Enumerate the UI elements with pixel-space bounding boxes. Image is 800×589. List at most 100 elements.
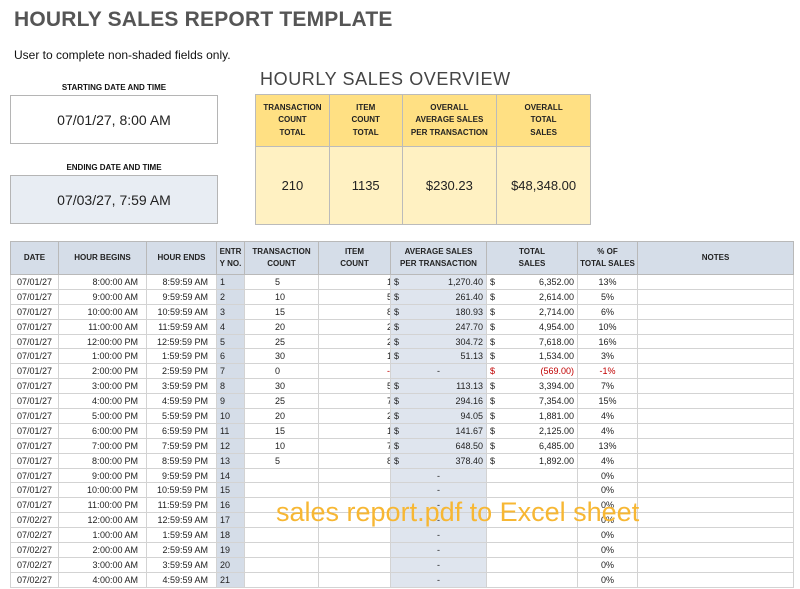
transaction-count-cell[interactable] (244, 542, 319, 558)
transaction-count-cell[interactable]: 25 (244, 393, 319, 410)
hour-begins-cell[interactable]: 3:00:00 AM (58, 556, 147, 573)
item-count-cell[interactable]: 88 (318, 452, 391, 469)
notes-cell[interactable] (637, 482, 794, 499)
hour-begins-cell[interactable]: 2:00:00 AM (58, 542, 147, 558)
item-count-cell[interactable]: 70 (318, 437, 391, 454)
hour-begins-cell[interactable]: 9:00:00 AM (58, 288, 147, 305)
notes-cell[interactable] (637, 333, 794, 350)
notes-cell[interactable] (637, 408, 794, 424)
transaction-count-cell[interactable] (244, 556, 319, 573)
item-count-cell[interactable] (318, 467, 391, 484)
notes-cell[interactable] (637, 527, 794, 544)
hour-ends-cell[interactable]: 4:59:59 AM (146, 571, 217, 588)
hour-begins-cell[interactable]: 1:00:00 AM (58, 527, 147, 544)
hour-begins-cell[interactable]: 11:00:00 AM (58, 318, 147, 335)
notes-cell[interactable] (637, 437, 794, 454)
hour-begins-cell[interactable]: 8:00:00 PM (58, 452, 147, 469)
transaction-count-cell[interactable]: 30 (244, 378, 319, 395)
date-cell[interactable]: 07/01/27 (10, 303, 59, 320)
notes-cell[interactable] (637, 556, 794, 573)
hour-ends-cell[interactable]: 10:59:59 AM (146, 303, 217, 320)
item-count-cell[interactable]: 200 (318, 318, 391, 335)
end-date-field[interactable]: 07/03/27, 7:59 AM (10, 175, 218, 224)
hour-begins-cell[interactable]: 1:00:00 PM (58, 348, 147, 365)
date-cell[interactable]: 07/01/27 (10, 408, 59, 424)
hour-begins-cell[interactable]: 4:00:00 AM (58, 571, 147, 588)
hour-begins-cell[interactable]: 8:00:00 AM (58, 274, 147, 290)
hour-begins-cell[interactable]: 10:00:00 AM (58, 303, 147, 320)
hour-begins-cell[interactable]: 10:00:00 PM (58, 482, 147, 499)
date-cell[interactable]: 07/01/27 (10, 482, 59, 499)
notes-cell[interactable] (637, 363, 794, 380)
item-count-cell[interactable]: 76 (318, 393, 391, 410)
date-cell[interactable]: 07/01/27 (10, 497, 59, 514)
hour-ends-cell[interactable]: 1:59:59 PM (146, 348, 217, 365)
date-cell[interactable]: 07/02/27 (10, 527, 59, 544)
transaction-count-cell[interactable]: 20 (244, 318, 319, 335)
item-count-cell[interactable]: 142 (318, 422, 391, 439)
transaction-count-cell[interactable] (244, 571, 319, 588)
item-count-cell[interactable] (318, 556, 391, 573)
notes-cell[interactable] (637, 348, 794, 365)
hour-begins-cell[interactable]: 11:00:00 PM (58, 497, 147, 514)
hour-ends-cell[interactable]: 11:59:59 PM (146, 497, 217, 514)
hour-ends-cell[interactable]: 11:59:59 AM (146, 318, 217, 335)
hour-begins-cell[interactable]: 12:00:00 PM (58, 333, 147, 350)
hour-begins-cell[interactable]: 2:00:00 PM (58, 363, 147, 380)
hour-ends-cell[interactable]: 4:59:59 PM (146, 393, 217, 410)
date-cell[interactable]: 07/01/27 (10, 452, 59, 469)
notes-cell[interactable] (637, 497, 794, 514)
item-count-cell[interactable]: 10 (318, 348, 391, 365)
hour-ends-cell[interactable]: 10:59:59 PM (146, 482, 217, 499)
date-cell[interactable]: 07/01/27 (10, 363, 59, 380)
item-count-cell[interactable]: 85 (318, 303, 391, 320)
hour-ends-cell[interactable]: 8:59:59 AM (146, 274, 217, 290)
transaction-count-cell[interactable]: 15 (244, 422, 319, 439)
notes-cell[interactable] (637, 467, 794, 484)
transaction-count-cell[interactable]: 5 (244, 452, 319, 469)
date-cell[interactable]: 07/01/27 (10, 467, 59, 484)
hour-begins-cell[interactable]: 6:00:00 PM (58, 422, 147, 439)
hour-ends-cell[interactable]: 1:59:59 AM (146, 527, 217, 544)
date-cell[interactable]: 07/02/27 (10, 571, 59, 588)
start-date-field[interactable]: 07/01/27, 8:00 AM (10, 95, 218, 144)
hour-begins-cell[interactable]: 9:00:00 PM (58, 467, 147, 484)
item-count-cell[interactable]: 50 (318, 288, 391, 305)
notes-cell[interactable] (637, 512, 794, 529)
date-cell[interactable]: 07/01/27 (10, 378, 59, 395)
transaction-count-cell[interactable]: 10 (244, 288, 319, 305)
item-count-cell[interactable]: -10 (318, 363, 391, 380)
date-cell[interactable]: 07/02/27 (10, 542, 59, 558)
date-cell[interactable]: 07/01/27 (10, 288, 59, 305)
item-count-cell[interactable]: 50 (318, 378, 391, 395)
item-count-cell[interactable] (318, 571, 391, 588)
transaction-count-cell[interactable]: 15 (244, 303, 319, 320)
item-count-cell[interactable]: 250 (318, 333, 391, 350)
item-count-cell[interactable] (318, 482, 391, 499)
notes-cell[interactable] (637, 422, 794, 439)
hour-begins-cell[interactable]: 7:00:00 PM (58, 437, 147, 454)
date-cell[interactable]: 07/02/27 (10, 556, 59, 573)
hour-begins-cell[interactable]: 12:00:00 AM (58, 512, 147, 529)
date-cell[interactable]: 07/01/27 (10, 393, 59, 410)
date-cell[interactable]: 07/01/27 (10, 437, 59, 454)
hour-begins-cell[interactable]: 3:00:00 PM (58, 378, 147, 395)
hour-ends-cell[interactable]: 8:59:59 PM (146, 452, 217, 469)
transaction-count-cell[interactable]: 30 (244, 348, 319, 365)
hour-ends-cell[interactable]: 3:59:59 AM (146, 556, 217, 573)
notes-cell[interactable] (637, 378, 794, 395)
transaction-count-cell[interactable] (244, 527, 319, 544)
item-count-cell[interactable] (318, 542, 391, 558)
item-count-cell[interactable]: 24 (318, 408, 391, 424)
hour-ends-cell[interactable]: 2:59:59 PM (146, 363, 217, 380)
transaction-count-cell[interactable]: 10 (244, 437, 319, 454)
date-cell[interactable]: 07/01/27 (10, 333, 59, 350)
hour-ends-cell[interactable]: 2:59:59 AM (146, 542, 217, 558)
date-cell[interactable]: 07/01/27 (10, 274, 59, 290)
transaction-count-cell[interactable]: 20 (244, 408, 319, 424)
hour-ends-cell[interactable]: 12:59:59 PM (146, 333, 217, 350)
hour-begins-cell[interactable]: 5:00:00 PM (58, 408, 147, 424)
notes-cell[interactable] (637, 274, 794, 290)
notes-cell[interactable] (637, 288, 794, 305)
notes-cell[interactable] (637, 393, 794, 410)
